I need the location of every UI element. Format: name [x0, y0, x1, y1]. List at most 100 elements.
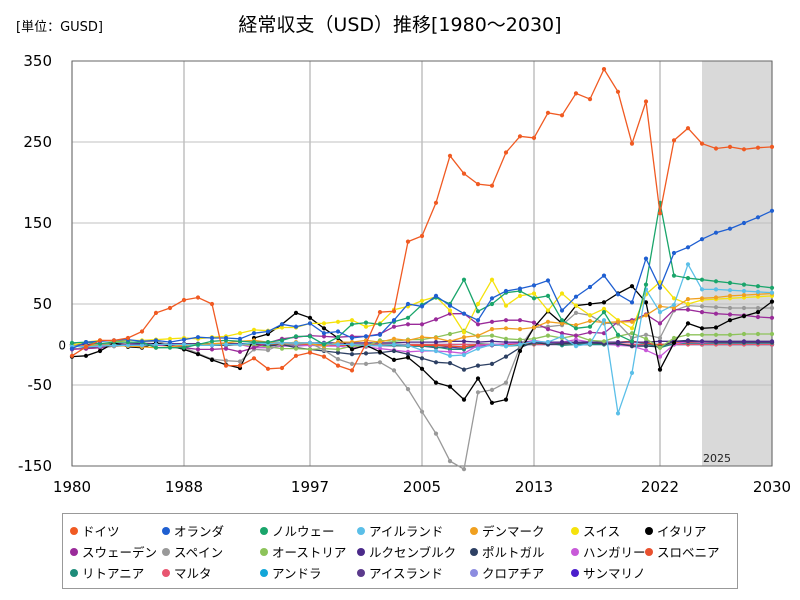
data-point	[657, 339, 663, 344]
legend-item: ルクセンブルク	[357, 542, 456, 561]
data-point	[685, 339, 691, 344]
data-point	[643, 336, 649, 341]
data-point	[293, 346, 299, 351]
y-tick-label: 0	[58, 339, 66, 353]
data-point	[433, 380, 439, 385]
data-point	[713, 287, 719, 292]
data-point	[713, 146, 719, 151]
data-point	[741, 147, 747, 152]
y-tick-label: 50	[33, 295, 52, 313]
data-point	[713, 279, 719, 284]
data-point	[573, 340, 579, 345]
data-point	[293, 310, 299, 315]
data-point	[419, 409, 425, 414]
data-point	[545, 340, 551, 345]
data-point	[545, 308, 551, 313]
legend-item: リトアニア	[70, 563, 144, 582]
legend-label: オーストリア	[272, 545, 347, 560]
legend-marker	[645, 547, 653, 556]
data-point	[685, 276, 691, 281]
legend-label: アンドラ	[272, 566, 322, 581]
legend-label: スペイン	[174, 545, 224, 560]
data-point	[321, 334, 327, 339]
legend-label: デンマーク	[482, 524, 545, 539]
data-point	[489, 387, 495, 392]
data-point	[419, 348, 425, 353]
data-point	[433, 348, 439, 354]
data-point	[713, 295, 719, 300]
data-point	[699, 287, 705, 292]
data-point	[167, 336, 173, 341]
data-point	[69, 346, 75, 351]
data-point	[335, 319, 341, 324]
data-point	[489, 339, 495, 344]
data-point	[503, 344, 509, 349]
legend-marker	[162, 547, 170, 556]
data-point	[307, 350, 313, 355]
legend-label: アイスランド	[369, 566, 444, 581]
data-point	[755, 289, 761, 294]
data-point	[405, 355, 411, 360]
data-point	[503, 340, 509, 345]
data-point	[587, 330, 593, 335]
data-point	[363, 324, 369, 329]
x-tick-label: 1988	[165, 478, 203, 496]
data-point	[377, 349, 383, 354]
data-point	[629, 141, 635, 146]
legend-item: サンマリノ	[571, 563, 646, 582]
data-point	[377, 346, 383, 351]
data-point	[111, 338, 117, 343]
data-point	[167, 345, 173, 350]
data-point	[237, 342, 243, 347]
data-point	[447, 153, 453, 158]
data-point	[517, 337, 523, 342]
data-point	[349, 368, 355, 373]
data-point	[531, 339, 537, 344]
y-tick-label: 150	[23, 214, 52, 232]
data-point	[209, 339, 215, 344]
data-point	[587, 301, 593, 307]
data-point	[223, 335, 229, 341]
data-point	[657, 354, 663, 359]
data-point	[279, 322, 285, 327]
plot-area: 2025 1980 1988 1997 2005 2013 2022 2030 350 250 15…	[18, 52, 791, 496]
data-point	[587, 324, 593, 329]
data-point	[531, 320, 537, 325]
data-point	[559, 291, 565, 296]
x-tick-label: 2013	[515, 478, 553, 496]
data-point	[419, 356, 425, 361]
data-point	[755, 339, 761, 344]
data-point	[405, 322, 411, 327]
y-tick-label: 350	[23, 52, 52, 70]
data-point	[601, 273, 607, 278]
data-point	[643, 313, 649, 318]
data-point	[321, 326, 327, 331]
data-point	[503, 397, 509, 402]
data-point	[475, 376, 481, 381]
data-point	[629, 319, 635, 324]
data-point	[699, 237, 705, 242]
data-point	[615, 319, 621, 324]
legend-marker	[571, 526, 579, 535]
data-point	[545, 319, 551, 324]
data-point	[377, 310, 383, 315]
data-point	[181, 342, 187, 347]
data-point	[769, 208, 775, 213]
data-point	[181, 297, 187, 303]
data-point	[349, 342, 355, 347]
data-point	[475, 340, 481, 345]
data-point	[461, 339, 467, 344]
legend-marker	[357, 526, 365, 535]
data-point	[531, 296, 537, 301]
data-point	[727, 293, 733, 298]
plot-border	[71, 60, 773, 467]
data-point	[447, 361, 453, 366]
data-point	[195, 295, 201, 300]
data-point	[727, 312, 733, 317]
data-point	[475, 346, 481, 351]
data-point	[237, 359, 243, 364]
data-point	[251, 345, 257, 350]
data-point	[503, 303, 509, 308]
data-point	[307, 340, 313, 345]
data-point	[531, 283, 537, 288]
